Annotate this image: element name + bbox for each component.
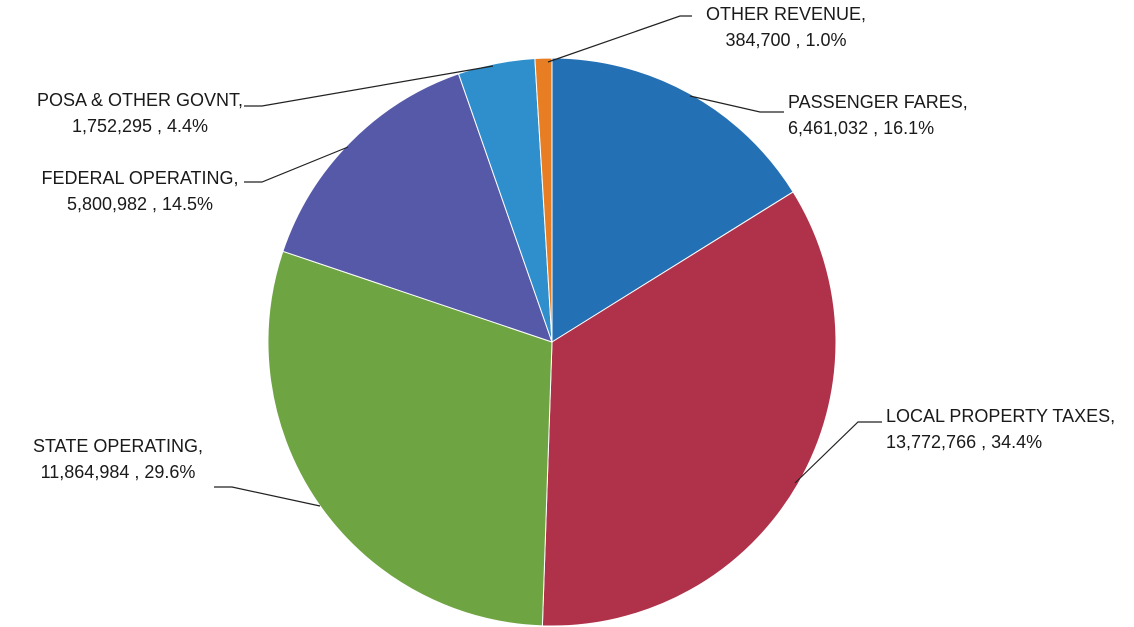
pie-slice-local-property-taxes <box>541 191 837 627</box>
leader-line-federal-operating <box>244 146 349 183</box>
slice-label-name: PASSENGER FARES, <box>788 92 968 112</box>
leader-line-other-revenue <box>547 15 692 63</box>
leader-lines <box>214 15 882 507</box>
slice-label-state-operating: STATE OPERATING, 11,864,984 , 29.6% <box>33 436 203 482</box>
pie-slice-federal-operating <box>282 73 553 343</box>
slice-label-local-property-taxes: LOCAL PROPERTY TAXES, 13,772,766 , 34.4% <box>886 406 1115 452</box>
slice-label-passenger-fares: PASSENGER FARES, 6,461,032 , 16.1% <box>788 92 968 138</box>
slice-labels: PASSENGER FARES, 6,461,032 , 16.1% LOCAL P… <box>33 4 1115 482</box>
slice-label-name: LOCAL PROPERTY TAXES, <box>886 406 1115 426</box>
leader-line-local-property-taxes <box>794 421 882 484</box>
leader-line-posa-other-govnt <box>244 65 494 107</box>
slice-label-value: 11,864,984 , 29.6% <box>41 462 196 482</box>
pie-slice-other-revenue <box>534 57 553 343</box>
slice-label-name: POSA & OTHER GOVNT, <box>37 90 243 110</box>
slice-label-other-revenue: OTHER REVENUE, 384,700 , 1.0% <box>706 4 866 50</box>
leader-line-state-operating <box>214 486 321 507</box>
pie-slice-state-operating <box>267 250 553 627</box>
slice-label-value: 13,772,766 , 34.4% <box>886 432 1042 452</box>
pie-slices <box>267 57 837 627</box>
slice-label-posa-other-govnt: POSA & OTHER GOVNT, 1,752,295 , 4.4% <box>37 90 243 136</box>
slice-label-value: 6,461,032 , 16.1% <box>788 118 934 138</box>
slice-label-name: OTHER REVENUE, <box>706 4 866 24</box>
slice-label-federal-operating: FEDERAL OPERATING, 5,800,982 , 14.5% <box>41 168 238 214</box>
slice-label-value: 384,700 , 1.0% <box>725 30 846 50</box>
slice-label-value: 1,752,295 , 4.4% <box>72 116 208 136</box>
pie-slice-passenger-fares <box>551 57 794 343</box>
slice-label-value: 5,800,982 , 14.5% <box>67 194 213 214</box>
slice-label-name: FEDERAL OPERATING, <box>41 168 238 188</box>
leader-line-passenger-fares <box>689 95 784 113</box>
slice-label-name: STATE OPERATING, <box>33 436 203 456</box>
